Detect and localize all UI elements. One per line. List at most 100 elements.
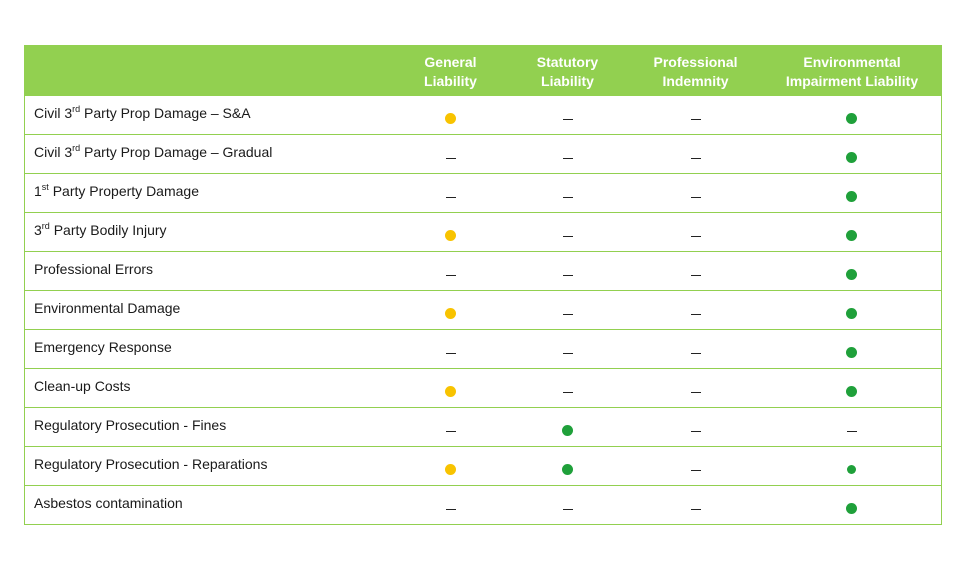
row-label: Regulatory Prosecution - Fines (24, 407, 395, 447)
cell-statutory-liability (506, 173, 629, 213)
table-row: Regulatory Prosecution - Fines (24, 407, 942, 447)
row-label: 1st Party Property Damage (24, 173, 395, 213)
table-row: Clean-up Costs (24, 368, 942, 408)
partial-coverage-yellow-dot-icon (445, 463, 456, 475)
cell-statutory-liability (506, 368, 629, 408)
not-covered-dash (690, 274, 701, 276)
table-row: 3rd Party Bodily Injury (24, 212, 942, 252)
not-covered-dash (690, 430, 701, 432)
row-label-text: Professional Errors (34, 261, 154, 277)
table-row: Asbestos contamination (24, 485, 942, 525)
cell-environmental-impairment-liability (762, 446, 942, 486)
not-covered-dash (445, 430, 456, 432)
covered-green-dot-icon (846, 346, 858, 358)
row-label-text: Asbestos contamination (34, 495, 183, 511)
row-label-text: Clean-up Costs (34, 378, 131, 394)
covered-green-dot-icon (846, 268, 858, 280)
covered-green-dot-icon (847, 464, 857, 474)
cell-general-liability (394, 95, 507, 135)
cell-general-liability (394, 368, 507, 408)
not-covered-dash (846, 430, 857, 432)
row-label-text: Environmental Damage (34, 300, 181, 316)
cell-general-liability (394, 407, 507, 447)
row-label-text: Regulatory Prosecution - Reparations (34, 456, 268, 472)
cell-environmental-impairment-liability (762, 95, 942, 135)
cell-statutory-liability (506, 329, 629, 369)
cell-general-liability (394, 329, 507, 369)
cell-environmental-impairment-liability (762, 407, 942, 447)
row-label-text: Party Prop Damage – S&A (80, 105, 251, 121)
not-covered-dash (562, 391, 573, 393)
partial-coverage-yellow-dot-icon (445, 229, 456, 241)
covered-green-dot-icon (846, 307, 858, 319)
not-covered-dash (690, 157, 701, 159)
header-blank (24, 45, 395, 96)
row-label-text: 1 (34, 183, 42, 199)
cell-general-liability (394, 134, 507, 174)
row-label-text: 3 (34, 222, 42, 238)
cell-environmental-impairment-liability (762, 368, 942, 408)
cell-statutory-liability (506, 485, 629, 525)
not-covered-dash (690, 235, 701, 237)
cell-statutory-liability (506, 251, 629, 291)
row-label: Clean-up Costs (24, 368, 395, 408)
cell-statutory-liability (506, 134, 629, 174)
header-general-liability: General Liability (394, 45, 507, 96)
cell-general-liability (394, 251, 507, 291)
table-row: Professional Errors (24, 251, 942, 291)
row-label-text: Party Property Damage (48, 183, 199, 199)
not-covered-dash (562, 118, 573, 120)
cell-professional-indemnity (628, 407, 763, 447)
not-covered-dash (562, 157, 573, 159)
cell-professional-indemnity (628, 134, 763, 174)
table-row: Emergency Response (24, 329, 942, 369)
not-covered-dash (562, 235, 573, 237)
row-label: Civil 3rd Party Prop Damage – Gradual (24, 134, 395, 174)
covered-green-dot-icon (846, 190, 858, 202)
not-covered-dash (690, 508, 701, 510)
header-professional-indemnity: Professional Indemnity (628, 45, 763, 96)
coverage-table-container: General Liability Statutory Liability Pr… (24, 45, 942, 525)
table-body: Civil 3rd Party Prop Damage – S&A Civil 3… (24, 95, 942, 525)
covered-green-dot-icon (846, 151, 858, 163)
covered-green-dot-icon (846, 502, 858, 514)
table-row: Environmental Damage (24, 290, 942, 330)
row-label-text: Civil 3 (34, 144, 73, 160)
not-covered-dash (690, 352, 701, 354)
not-covered-dash (445, 274, 456, 276)
cell-environmental-impairment-liability (762, 329, 942, 369)
covered-green-dot-icon (562, 463, 573, 475)
cell-professional-indemnity (628, 251, 763, 291)
partial-coverage-yellow-dot-icon (445, 307, 456, 319)
cell-environmental-impairment-liability (762, 251, 942, 291)
cell-statutory-liability (506, 407, 629, 447)
ordinal-suffix: st (41, 182, 49, 192)
cell-general-liability (394, 290, 507, 330)
cell-environmental-impairment-liability (762, 134, 942, 174)
cell-environmental-impairment-liability (762, 290, 942, 330)
header-statutory-liability: Statutory Liability (506, 45, 629, 96)
row-label: Asbestos contamination (24, 485, 395, 525)
cell-statutory-liability (506, 290, 629, 330)
partial-coverage-yellow-dot-icon (445, 112, 456, 124)
cell-professional-indemnity (628, 446, 763, 486)
cell-professional-indemnity (628, 485, 763, 525)
not-covered-dash (445, 196, 456, 198)
coverage-table: General Liability Statutory Liability Pr… (24, 45, 942, 525)
row-label-text: Party Bodily Injury (49, 222, 167, 238)
cell-statutory-liability (506, 95, 629, 135)
covered-green-dot-icon (846, 229, 858, 241)
not-covered-dash (690, 118, 701, 120)
row-label: Civil 3rd Party Prop Damage – S&A (24, 95, 395, 135)
covered-green-dot-icon (846, 385, 858, 397)
partial-coverage-yellow-dot-icon (445, 385, 456, 397)
row-label: Environmental Damage (24, 290, 395, 330)
cell-environmental-impairment-liability (762, 212, 942, 252)
covered-green-dot-icon (562, 424, 573, 436)
cell-general-liability (394, 212, 507, 252)
cell-general-liability (394, 446, 507, 486)
not-covered-dash (562, 508, 573, 510)
cell-environmental-impairment-liability (762, 173, 942, 213)
ordinal-suffix: rd (72, 104, 81, 114)
not-covered-dash (690, 469, 701, 471)
